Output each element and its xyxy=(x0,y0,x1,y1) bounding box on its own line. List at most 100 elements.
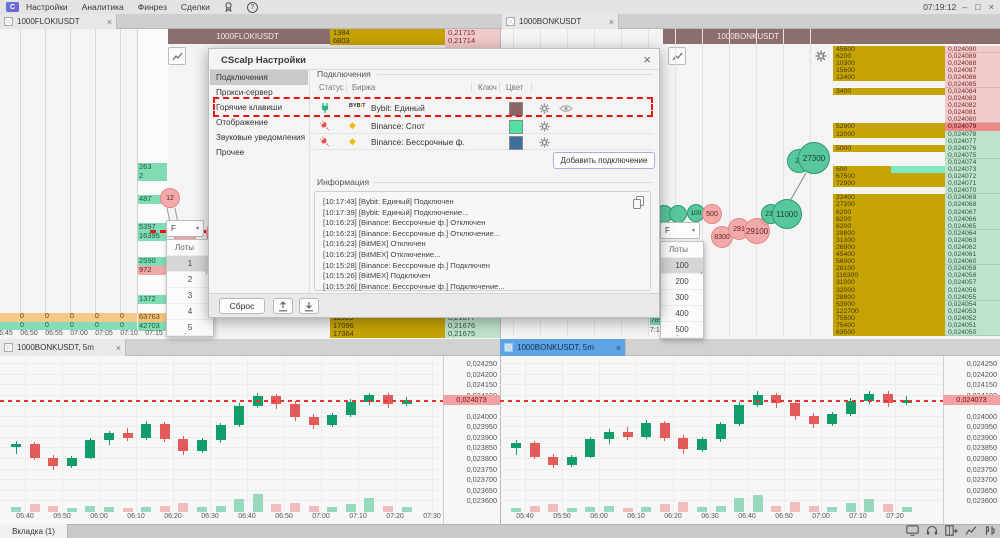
dom-row-price[interactable]: 0,024055 xyxy=(945,293,1000,301)
dom-row-price[interactable]: 0,024090 xyxy=(945,45,1000,53)
dom-row-price[interactable]: 0,024088 xyxy=(945,59,1000,67)
workspace-tab[interactable]: Вкладка (1) xyxy=(0,524,68,538)
dom-row-price[interactable]: 0,024061 xyxy=(945,251,1000,259)
dom-row-price[interactable]: 0,024066 xyxy=(945,215,1000,223)
dom-row-price[interactable]: 0,024053 xyxy=(945,307,1000,315)
filter-dropdown[interactable]: F ▾ xyxy=(166,220,204,237)
dom-row-price[interactable]: 0,024072 xyxy=(945,173,1000,181)
sidebar-item-5[interactable]: Звуковые уведомления xyxy=(216,133,306,142)
dom-row-volume[interactable] xyxy=(833,109,945,116)
dom-row-volume[interactable] xyxy=(833,81,945,88)
list-expand-arrow[interactable]: › xyxy=(205,268,208,277)
dom-row-price[interactable]: 0,21676 xyxy=(445,322,500,330)
dom-row-volume[interactable]: 75500 xyxy=(833,314,945,322)
dom-row-volume[interactable]: 10300 xyxy=(833,59,945,67)
dom-row-price[interactable]: 0,024085 xyxy=(945,80,1000,89)
lots-option-300[interactable]: 300 xyxy=(661,290,703,306)
dom-row-volume[interactable]: 6200 xyxy=(833,52,945,60)
dom-row-volume[interactable]: 1384 xyxy=(330,29,445,37)
dom-row-volume[interactable]: 5000 xyxy=(833,144,945,152)
floki-panel-title[interactable]: 1000FLOKIUSDT xyxy=(165,29,330,44)
dom-row-price[interactable]: 0,024074 xyxy=(945,158,1000,167)
sidebar-item-3[interactable]: Горячие клавиши xyxy=(216,103,283,112)
import-button[interactable] xyxy=(273,298,293,314)
dom-row-price[interactable]: 0,024056 xyxy=(945,286,1000,294)
dom-row-volume[interactable]: 26900 xyxy=(833,244,945,252)
lots-option-100[interactable]: 100 xyxy=(661,258,703,274)
dom-row-price[interactable]: 0,024065 xyxy=(945,222,1000,230)
dom-row-volume[interactable]: 63500 xyxy=(833,329,945,337)
dom-row-volume[interactable] xyxy=(833,159,945,166)
dom-row-price[interactable]: 0,024083 xyxy=(945,95,1000,103)
export-button[interactable] xyxy=(299,298,319,314)
dom-row-price[interactable]: 0,024087 xyxy=(945,66,1000,74)
close-window-button[interactable]: × xyxy=(988,2,994,12)
dom-row-volume[interactable]: 3400 xyxy=(833,88,945,96)
dom-row-price[interactable]: 0,024051 xyxy=(945,322,1000,330)
dom-row-volume[interactable]: 67500 xyxy=(833,173,945,181)
dom-row-volume[interactable]: 53900 xyxy=(833,300,945,308)
dom-row-volume[interactable]: 45400 xyxy=(833,251,945,259)
dom-row-price[interactable]: 0,21714 xyxy=(445,37,500,45)
dom-row-volume[interactable]: 6200 xyxy=(833,222,945,230)
menu-item-настройки[interactable]: Настройки xyxy=(26,2,68,12)
color-swatch[interactable] xyxy=(509,120,523,134)
dom-row-volume[interactable]: 12000 xyxy=(833,130,945,138)
list-expand-arrow[interactable]: › xyxy=(700,268,703,277)
dom-row-price[interactable]: 0,21715 xyxy=(445,29,500,37)
award-icon[interactable] xyxy=(224,2,233,12)
dom-row-volume[interactable]: 17364 xyxy=(330,330,445,338)
dom-row-volume[interactable]: 12400 xyxy=(833,73,945,81)
dom-row-volume[interactable]: 6200 xyxy=(833,208,945,216)
chart-right-area[interactable] xyxy=(500,356,1000,524)
lots-option-500[interactable]: 500 xyxy=(661,322,703,338)
dom-row-price[interactable]: 0,024071 xyxy=(945,180,1000,188)
dom-row-price[interactable]: 0,024068 xyxy=(945,201,1000,209)
add-dom-icon[interactable] xyxy=(945,525,958,536)
close-tab-icon[interactable]: × xyxy=(115,342,121,353)
dom-row-volume[interactable]: 56000 xyxy=(833,258,945,266)
connection-row-bybit-единый[interactable]: BYB I T Bybit: Единый xyxy=(311,98,653,118)
dom-row-price[interactable]: 0,024064 xyxy=(945,229,1000,237)
tab-chart-right-active[interactable]: 1000BONKUSDT, 5m × xyxy=(500,339,626,356)
dom-row-volume[interactable]: 500 xyxy=(833,166,891,174)
dom-row-volume[interactable]: 52900 xyxy=(833,123,945,131)
gear-icon[interactable] xyxy=(539,121,550,132)
dom-row-price[interactable]: 0,024058 xyxy=(945,272,1000,280)
menu-item-финрез[interactable]: Финрез xyxy=(137,2,167,12)
dom-row-volume[interactable]: 22400 xyxy=(833,194,945,202)
add-connection-button[interactable]: Добавить подключение xyxy=(553,152,655,169)
dom-row-volume[interactable]: 29800 xyxy=(833,229,945,237)
dom-row-volume[interactable] xyxy=(833,95,945,102)
dom-row-volume[interactable]: 17096 xyxy=(330,322,445,330)
dom-row-volume[interactable]: 27200 xyxy=(833,201,945,209)
eye-icon[interactable] xyxy=(559,104,573,113)
dom-row-price[interactable]: 0,21675 xyxy=(445,330,500,338)
filter-dropdown[interactable]: F ▾ xyxy=(660,222,700,239)
menu-item-аналитика[interactable]: Аналитика xyxy=(81,2,124,12)
screen-share-icon[interactable] xyxy=(906,525,919,536)
help-icon[interactable]: ? xyxy=(246,1,258,13)
dom-row-price[interactable]: 0,024081 xyxy=(945,109,1000,117)
lots-option-4[interactable]: 4 xyxy=(167,304,213,320)
lots-option-400[interactable]: 400 xyxy=(661,306,703,322)
add-chart-icon[interactable] xyxy=(965,525,977,536)
dom-row-price[interactable] xyxy=(445,45,500,49)
dom-row-volume[interactable]: 6200 xyxy=(833,215,945,223)
chart-left-area[interactable] xyxy=(0,356,500,524)
tab-1000bonkusdt[interactable]: 1000BONKUSDT × xyxy=(502,14,619,29)
menu-item-сделки[interactable]: Сделки xyxy=(180,2,210,12)
dom-row-price[interactable]: 0,024057 xyxy=(945,279,1000,287)
maximize-button[interactable]: □ xyxy=(975,2,981,12)
dom-row-price[interactable]: 0,024076 xyxy=(945,144,1000,152)
lots-option-5[interactable]: 5 xyxy=(167,320,213,336)
dom-row-volume[interactable] xyxy=(833,152,945,159)
dom-row-volume[interactable]: 31300 xyxy=(833,236,945,244)
dom-row-volume[interactable]: 75400 xyxy=(833,322,945,330)
reset-button[interactable]: Сброс xyxy=(219,298,265,314)
sidebar-item-6[interactable]: Прочее xyxy=(216,148,245,157)
tab-1000flokiusdt[interactable]: 1000FLOKIUSDT × xyxy=(0,14,117,29)
instruments-icon[interactable] xyxy=(984,525,996,536)
dom-row-price[interactable]: 0,024080 xyxy=(945,116,1000,124)
dom-row-price[interactable]: 0,024060 xyxy=(945,258,1000,266)
